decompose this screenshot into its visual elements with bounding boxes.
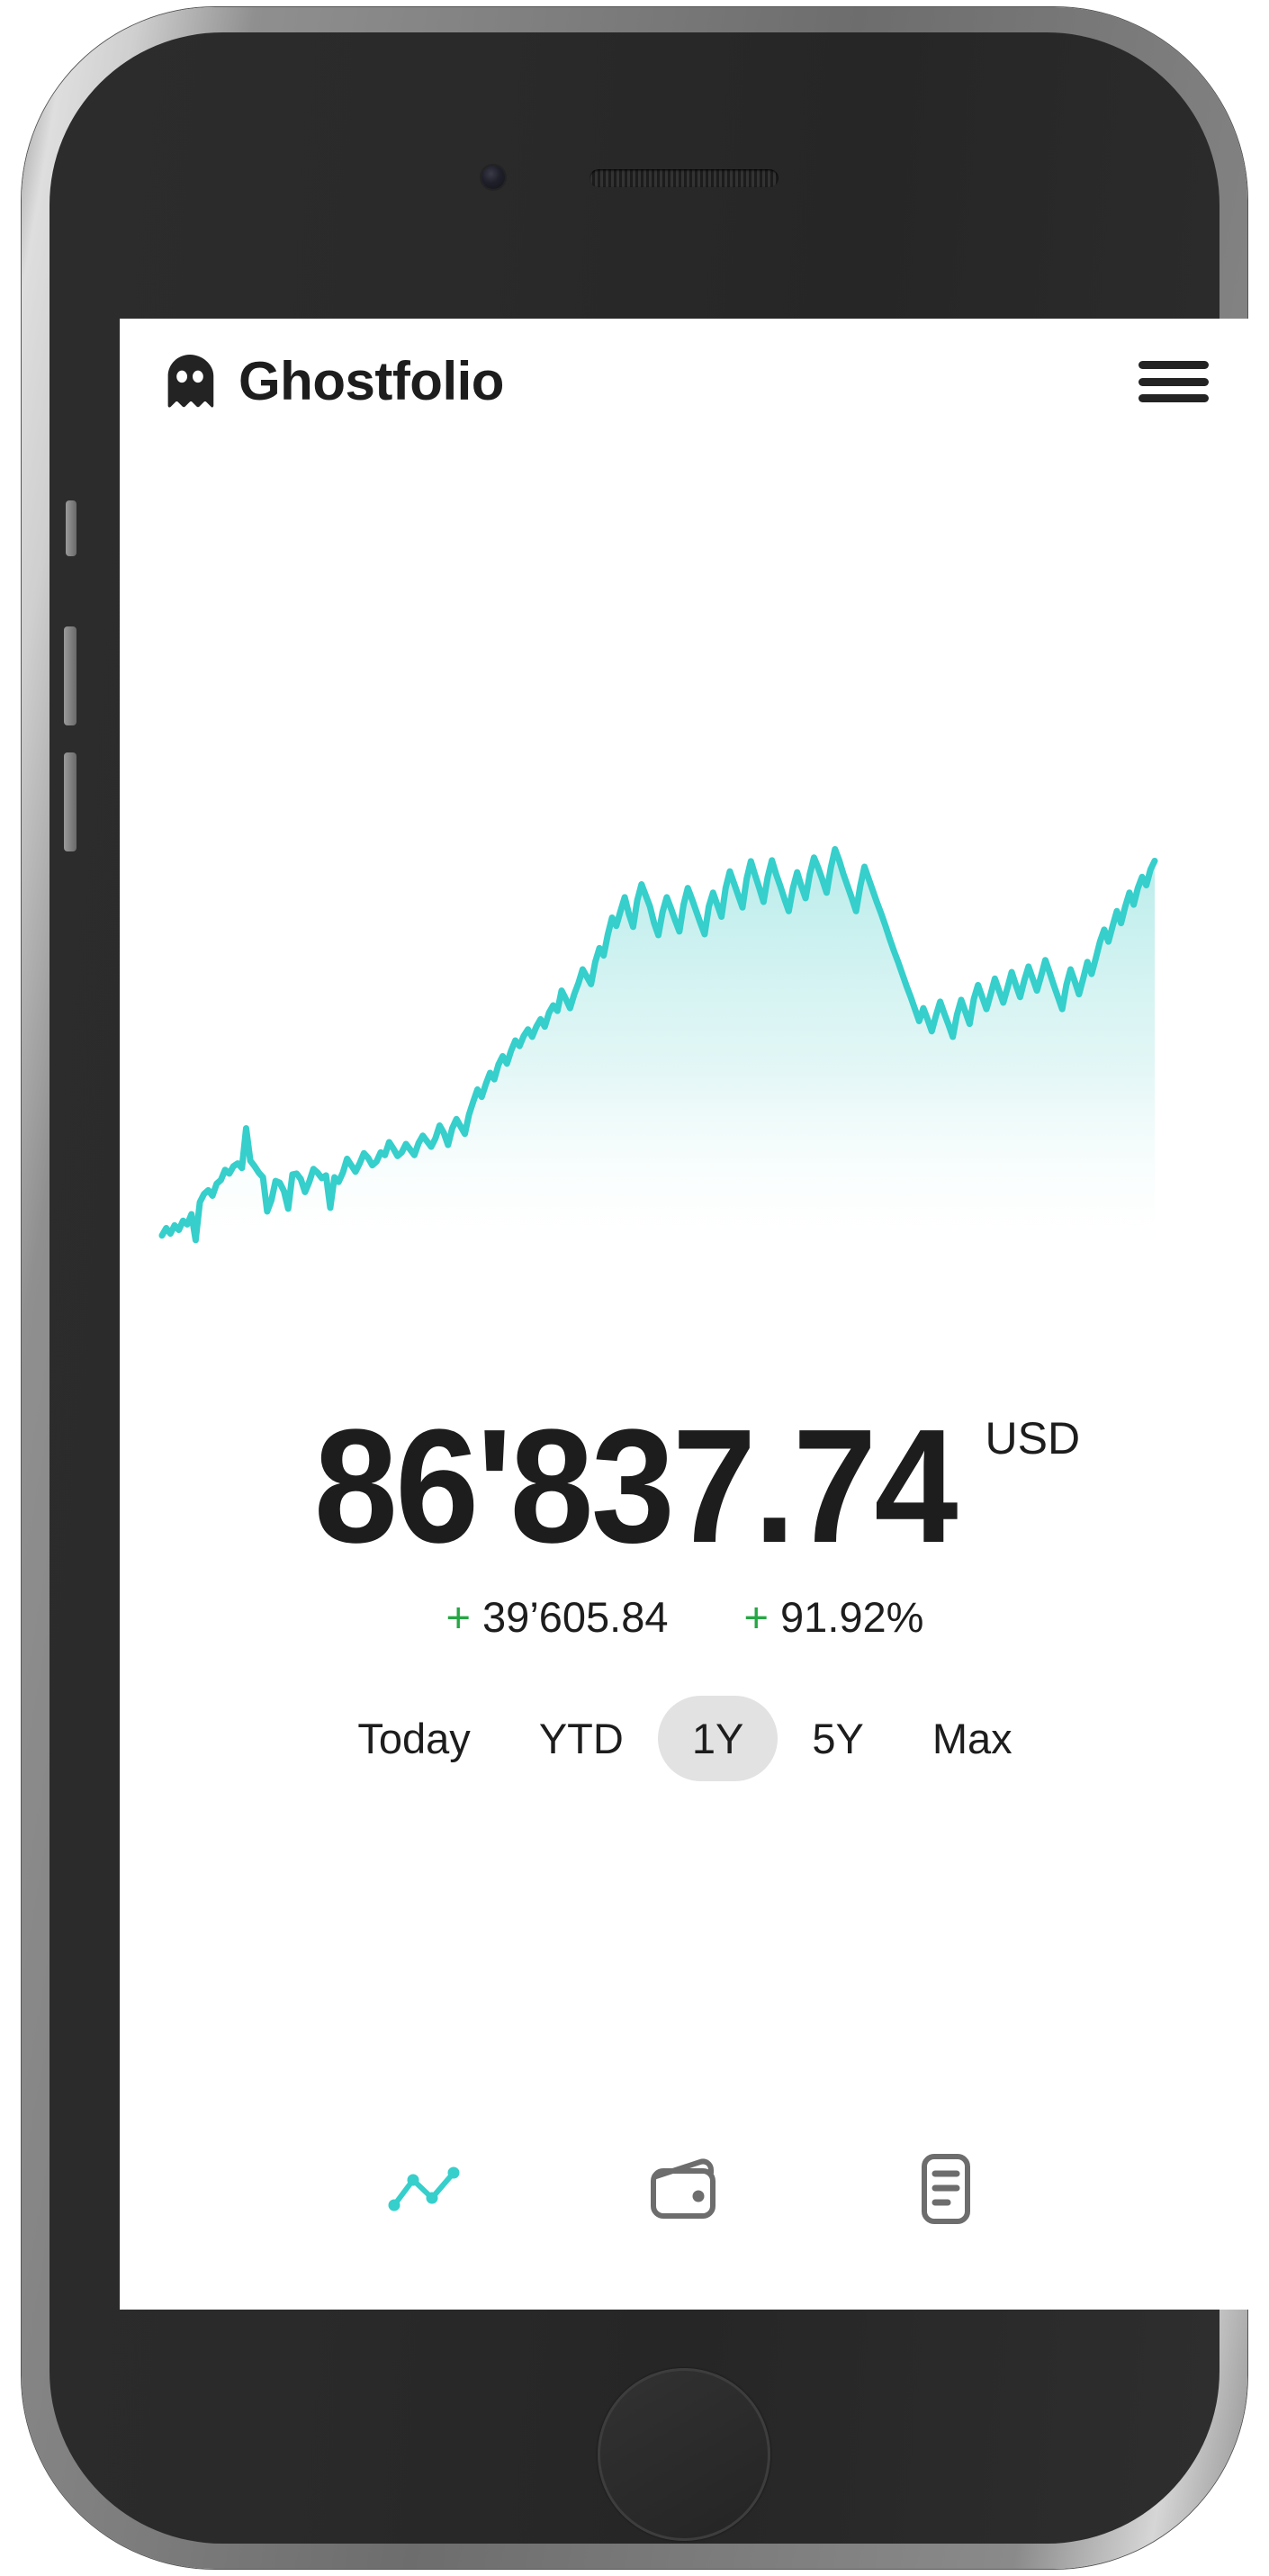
hamburger-bar xyxy=(1138,394,1209,402)
volume-up-button[interactable] xyxy=(64,626,76,725)
mute-switch[interactable] xyxy=(66,500,76,556)
range-tab-ytd[interactable]: YTD xyxy=(538,1715,624,1762)
nav-item-accounts[interactable] xyxy=(896,2144,995,2234)
date-range-tabs[interactable]: Today YTD 1Y 5Y Max xyxy=(120,1696,1250,1781)
volume-down-button[interactable] xyxy=(64,752,76,851)
hamburger-bar xyxy=(1138,361,1209,369)
range-tab-5y[interactable]: 5Y xyxy=(812,1715,864,1762)
ghost-icon xyxy=(167,355,214,408)
front-camera-icon xyxy=(482,166,505,189)
line-chart-icon xyxy=(388,2166,460,2211)
bottom-navigation xyxy=(120,2144,1250,2234)
phone-body: Ghostfolio xyxy=(50,32,1250,2544)
hamburger-menu-icon[interactable] xyxy=(1138,356,1209,408)
wallet-icon xyxy=(651,2158,716,2219)
change-absolute: + 39’605.84 xyxy=(446,1592,669,1642)
portfolio-value-block: 86'837.74 USD xyxy=(120,1396,1250,1577)
brand-name: Ghostfolio xyxy=(238,351,504,411)
hamburger-bar xyxy=(1138,377,1209,386)
chart-area-fill xyxy=(162,849,1155,1247)
portfolio-performance-chart[interactable] xyxy=(120,823,1250,1255)
nav-item-overview[interactable] xyxy=(374,2144,473,2234)
portfolio-change-row: + 39’605.84 + 91.92% xyxy=(120,1592,1250,1642)
chart-line xyxy=(158,846,1158,1244)
chart-svg xyxy=(158,846,1158,1247)
change-percent-sign: + xyxy=(743,1593,769,1641)
change-percent-value: 91.92% xyxy=(780,1593,924,1641)
phone-screen: Ghostfolio xyxy=(120,319,1250,2310)
range-tab-max[interactable]: Max xyxy=(932,1715,1012,1762)
phone-device-frame: Ghostfolio xyxy=(22,7,1250,2569)
portfolio-value: 86'837.74 xyxy=(313,1396,958,1577)
earpiece-speaker xyxy=(590,169,778,187)
change-absolute-sign: + xyxy=(446,1593,471,1641)
range-tab-1y[interactable]: 1Y xyxy=(657,1696,778,1781)
range-tab-today[interactable]: Today xyxy=(357,1715,471,1762)
brand[interactable]: Ghostfolio xyxy=(163,354,504,410)
change-percent: + 91.92% xyxy=(744,1592,924,1642)
portfolio-currency: USD xyxy=(985,1413,1081,1464)
nav-item-portfolio[interactable] xyxy=(635,2144,734,2234)
home-button[interactable] xyxy=(598,2368,770,2541)
document-icon xyxy=(922,2154,970,2224)
change-absolute-value: 39’605.84 xyxy=(482,1593,669,1641)
app-header: Ghostfolio xyxy=(120,319,1250,445)
